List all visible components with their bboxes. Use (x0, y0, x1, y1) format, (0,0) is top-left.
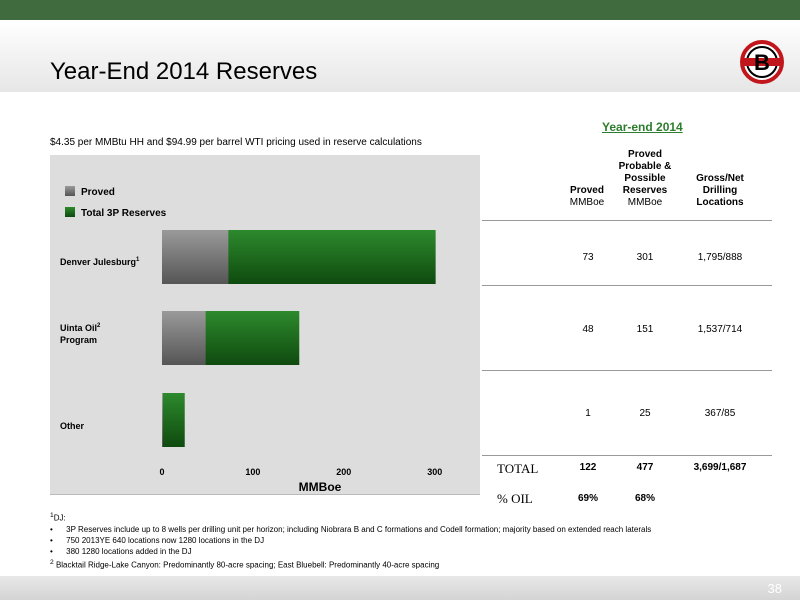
cell-locations: 367/85 (704, 408, 736, 419)
category-label: Other (60, 421, 85, 431)
oil-3p: 68% (634, 493, 655, 504)
col-3p-title-1: Proved (628, 149, 662, 160)
col-loc-title-1: Gross/Net (696, 173, 744, 184)
bar-proved (162, 393, 163, 447)
oil-proved: 69% (577, 493, 598, 504)
col-loc-title-3: Locations (696, 197, 744, 208)
footnotes: 1DJ: • 3P Reserves include up to 8 wells… (50, 510, 651, 570)
footnote-bullet-text: 380 1280 locations added in the DJ (66, 546, 192, 556)
table-row-divider (482, 285, 772, 286)
x-tick-label: 100 (245, 467, 260, 477)
bar-proved (162, 311, 206, 365)
col-proved-title: Proved (570, 185, 604, 196)
table-row-divider (482, 370, 772, 371)
cell-total: 25 (639, 408, 651, 419)
cell-proved: 1 (585, 408, 591, 419)
col-3p-title-2: Probable & (618, 161, 672, 172)
cell-locations: 1,795/888 (697, 252, 743, 263)
footnote-bullet: • 380 1280 locations added in the DJ (50, 546, 651, 557)
category-label-line2: Program (60, 335, 97, 345)
company-logo: B (740, 40, 784, 84)
cell-proved: 48 (582, 324, 594, 335)
col-3p-title-4: Reserves (622, 185, 668, 196)
x-tick-label: 0 (159, 467, 164, 477)
col-3p-unit: MMBoe (627, 197, 663, 208)
chart-panel: Proved Total 3P Reserves Denver Julesburg1… (50, 155, 480, 495)
bar-proved (162, 230, 229, 284)
oil-label: % OIL (497, 491, 533, 506)
total-label: TOTAL (497, 461, 539, 476)
footnote-1-marker: 1 (50, 512, 54, 519)
bar-total-3p (162, 393, 185, 447)
legend-label-3p: Total 3P Reserves (81, 208, 167, 219)
cell-locations: 1,537/714 (697, 324, 743, 335)
col-header-3p: Proved Probable & Possible Reserves MMBo… (615, 149, 675, 209)
col-loc-title-2: Drilling (702, 185, 738, 196)
cell-proved: 73 (582, 252, 594, 263)
footnote-bullet: • 750 2013YE 640 locations now 1280 loca… (50, 535, 651, 546)
bullet-glyph: • (50, 546, 53, 556)
table-group-header: Year-end 2014 (602, 120, 683, 134)
col-proved-unit: MMBoe (569, 197, 605, 208)
footnote-dj-heading-text: DJ: (53, 513, 66, 523)
page-title: Year-End 2014 Reserves (50, 58, 318, 85)
page-number: 38 (767, 581, 782, 596)
footnote-2: 2 Blacktail Ridge-Lake Canyon: Predomina… (50, 557, 651, 571)
table-header-divider (482, 220, 772, 221)
table-row-divider (482, 455, 772, 456)
cell-total: 301 (636, 252, 654, 263)
bottom-bar (0, 576, 800, 600)
category-label: Uinta Oil2 (60, 323, 101, 333)
footnote-dj-heading: 1DJ: (50, 510, 651, 524)
footnote-2-marker: 2 (50, 558, 54, 566)
col-header-proved: Proved MMBoe (562, 185, 612, 209)
legend-swatch-3p (65, 207, 75, 217)
footnote-bullet-text: 3P Reserves include up to 8 wells per dr… (66, 524, 652, 534)
x-axis-label: MMBoe (299, 480, 342, 494)
x-tick-label: 200 (336, 467, 351, 477)
cell-total: 151 (636, 324, 654, 335)
legend-label-proved: Proved (81, 187, 115, 198)
footnote-bullet: • 3P Reserves include up to 8 wells per … (50, 524, 651, 535)
logo-letter: B (754, 50, 770, 75)
header-band (0, 20, 800, 92)
bullet-glyph: • (50, 535, 53, 545)
x-tick-label: 300 (427, 467, 442, 477)
legend-swatch-proved (65, 186, 75, 196)
reserves-bar-chart: Proved Total 3P Reserves Denver Julesburg1… (60, 186, 442, 494)
top-bar (0, 0, 800, 20)
total-locations: 3,699/1,687 (693, 462, 747, 473)
pricing-note: $4.35 per MMBtu HH and $94.99 per barrel… (50, 137, 422, 148)
bullet-glyph: • (50, 524, 53, 534)
col-3p-title-3: Possible (624, 173, 666, 184)
footnote-bullet-text: 750 2013YE 640 locations now 1280 locati… (66, 535, 265, 545)
col-header-locations: Gross/Net Drilling Locations (685, 173, 755, 209)
total-proved: 122 (579, 462, 597, 473)
total-3p: 477 (636, 462, 654, 473)
footnote-2-text: Blacktail Ridge-Lake Canyon: Predominant… (55, 560, 440, 570)
category-label: Denver Julesburg1 (60, 257, 140, 267)
